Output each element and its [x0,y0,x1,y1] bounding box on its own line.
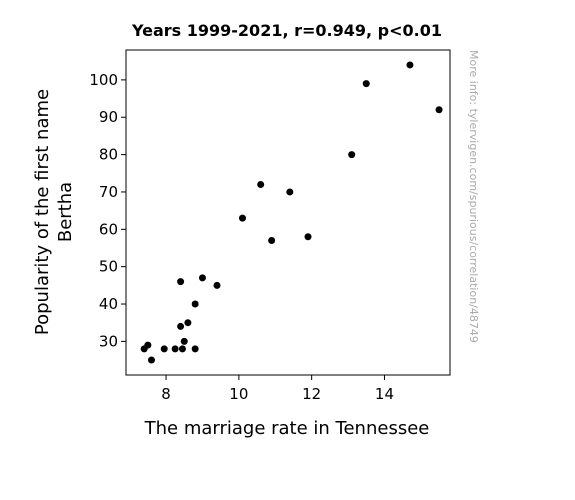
y-tick-label: 60 [99,220,118,238]
x-axis-label: The marriage rate in Tennessee [144,418,430,439]
data-point [177,322,185,330]
plot-area [125,49,451,376]
data-point [406,61,414,69]
data-point [191,300,199,308]
y-tick-label: 70 [99,183,118,201]
y-tick-label: 100 [89,71,118,89]
data-point [198,274,206,282]
data-point [177,278,185,286]
x-axis: 8 10 12 14 [161,375,394,403]
data-points [140,61,443,364]
x-tick-label: 10 [229,385,248,403]
data-point [147,356,155,364]
data-point [435,106,443,114]
data-point [304,233,312,241]
data-point [160,345,168,353]
data-point [257,180,265,188]
data-point [180,337,188,345]
y-tick-label: 90 [99,108,118,126]
data-point [178,345,186,353]
data-point [144,341,152,349]
x-tick-label: 14 [375,385,394,403]
y-axis-label-line-2: Bertha [55,182,76,242]
data-point [213,281,221,289]
data-point [348,151,356,159]
y-tick-label: 40 [99,295,118,313]
y-tick-label: 80 [99,146,118,164]
y-axis: 30 40 50 60 70 80 90 100 [89,71,126,350]
y-axis-label: Popularity of the first name Bertha [32,89,76,335]
data-point [362,80,370,88]
chart-title: Years 1999-2021, r=0.949, p<0.01 [131,21,442,40]
data-point [191,345,199,353]
watermark: More info: tylervigen.com/spurious/corre… [467,50,480,343]
y-tick-label: 30 [99,332,118,350]
x-tick-label: 12 [302,385,321,403]
x-tick-label: 8 [161,385,171,403]
data-point [171,345,179,353]
y-axis-label-line-1: Popularity of the first name [32,89,53,335]
data-point [238,214,246,222]
data-point [184,319,192,327]
data-point [268,237,276,245]
data-point [286,188,294,196]
y-tick-label: 50 [99,258,118,276]
